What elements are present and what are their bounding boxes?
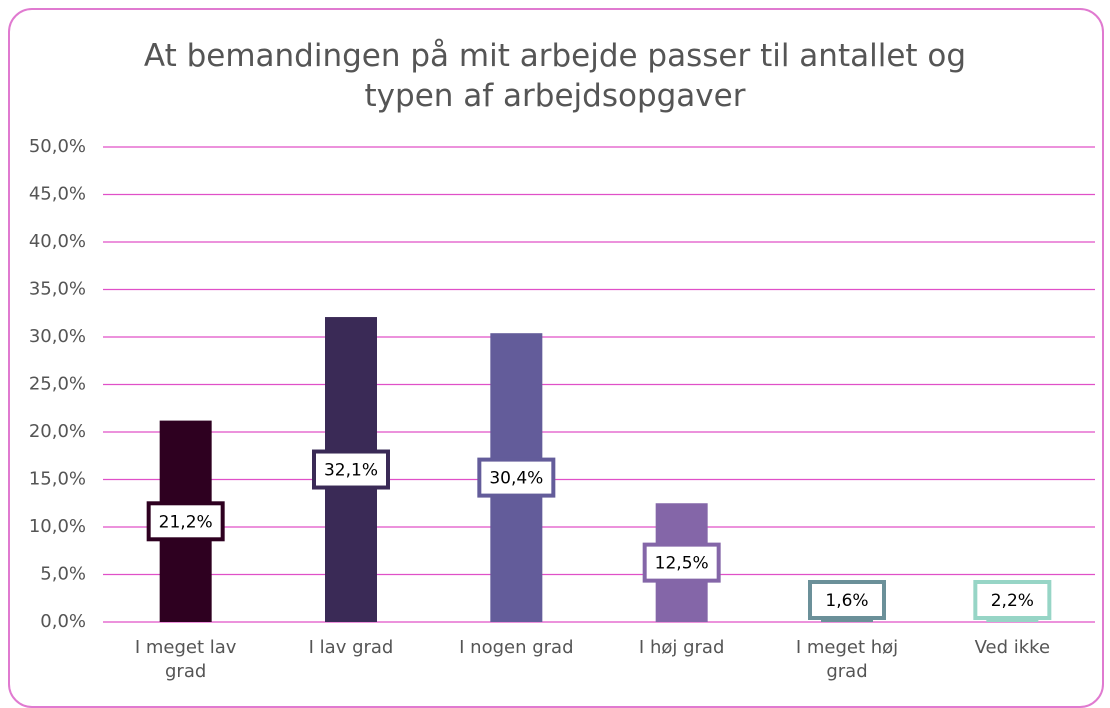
x-tick-label: I nogen grad bbox=[459, 637, 574, 658]
data-label-box bbox=[642, 542, 721, 583]
data-label-box bbox=[477, 457, 556, 498]
y-tick-label: 40,0% bbox=[29, 231, 86, 252]
y-tick-label: 10,0% bbox=[29, 516, 86, 537]
y-tick-label: 15,0% bbox=[29, 469, 86, 490]
data-label-box bbox=[808, 580, 886, 620]
x-tick-label: I meget høj grad bbox=[795, 637, 899, 682]
data-label-box bbox=[973, 580, 1052, 620]
y-tick-label: 30,0% bbox=[29, 326, 86, 347]
data-label: 21,2% bbox=[159, 512, 213, 532]
data-label: 12,5% bbox=[655, 554, 709, 574]
y-tick-label: 45,0% bbox=[29, 184, 86, 205]
x-tick-label: I lav grad bbox=[308, 637, 394, 658]
y-tick-label: 25,0% bbox=[29, 374, 86, 395]
y-tick-label: 20,0% bbox=[29, 421, 86, 442]
y-tick-label: 35,0% bbox=[29, 279, 86, 300]
x-tick-label: Ved ikke bbox=[974, 637, 1051, 658]
data-label: 2,2% bbox=[991, 591, 1034, 611]
y-tick-label: 5,0% bbox=[40, 564, 86, 585]
data-label-box bbox=[312, 449, 390, 490]
data-label-box bbox=[146, 501, 225, 542]
y-tick-label: 50,0% bbox=[29, 136, 86, 157]
x-tick-label: I høj grad bbox=[638, 637, 725, 658]
data-label: 32,1% bbox=[324, 461, 378, 481]
data-label: 1,6% bbox=[825, 591, 868, 611]
data-label: 30,4% bbox=[489, 469, 543, 489]
chart-title: At bemandingen på mit arbejde passer til… bbox=[143, 38, 967, 114]
y-tick-label: 0,0% bbox=[40, 611, 86, 632]
x-tick-label: I meget lav grad bbox=[134, 637, 237, 682]
